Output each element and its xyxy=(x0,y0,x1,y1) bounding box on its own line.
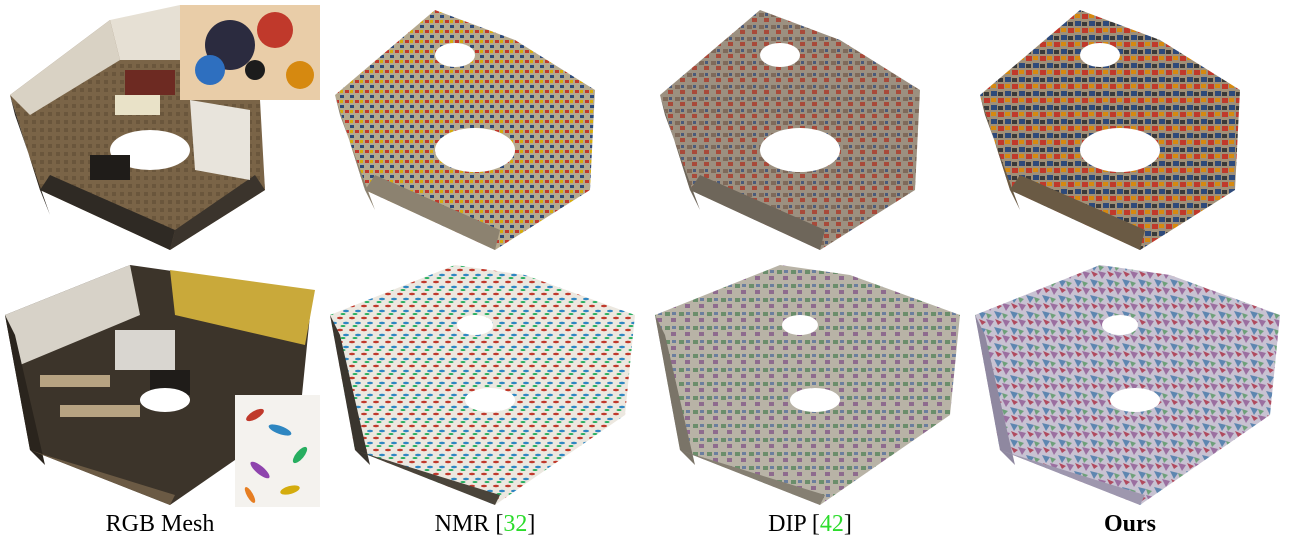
dip-office xyxy=(650,255,970,510)
caption-row: RGB Mesh NMR [32] DIP [42] Ours xyxy=(0,508,1290,543)
citation-link[interactable]: 32 xyxy=(503,511,528,537)
citation-link[interactable]: 42 xyxy=(819,511,844,537)
caption-label: DIP [ xyxy=(768,511,820,537)
caption-nmr: NMR [32] xyxy=(325,508,645,540)
caption-ours: Ours xyxy=(970,508,1290,540)
rgb-mesh-living-room xyxy=(0,0,320,255)
ours-office xyxy=(970,255,1290,510)
caption-label: NMR [ xyxy=(434,511,504,537)
nmr-office xyxy=(325,255,645,510)
caption-label: RGB Mesh xyxy=(105,511,215,537)
ours-living-room xyxy=(970,0,1290,255)
rgb-mesh-office xyxy=(0,255,320,510)
caption-label: Ours xyxy=(1103,511,1156,537)
figure-grid xyxy=(0,0,1290,510)
nmr-living-room xyxy=(325,0,645,255)
caption-suffix: ] xyxy=(527,511,536,537)
caption-suffix: ] xyxy=(843,511,852,537)
caption-rgb-mesh: RGB Mesh xyxy=(0,508,320,540)
caption-dip: DIP [42] xyxy=(650,508,970,540)
dip-living-room xyxy=(650,0,970,255)
